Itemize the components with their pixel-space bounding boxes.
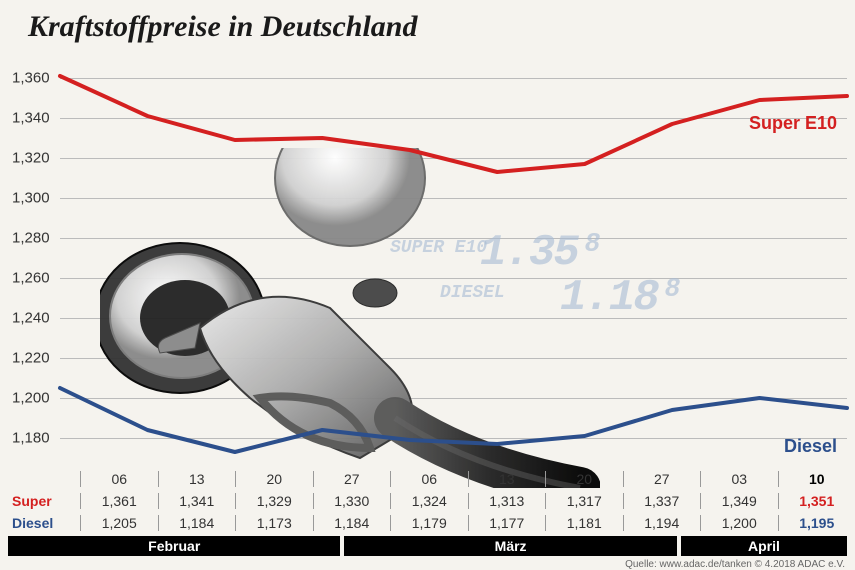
credits-text: Quelle: www.adac.de/tanken © 4.2018 ADAC… xyxy=(625,559,845,570)
table-row: Diesel1,2051,1841,1731,1841,1791,1771,18… xyxy=(0,512,855,534)
value-cell: 1,195 xyxy=(778,515,855,531)
date-cell: 20 xyxy=(235,471,313,487)
row-label: Diesel xyxy=(0,515,80,531)
value-cell: 1,181 xyxy=(545,515,623,531)
value-cell: 1,200 xyxy=(700,515,778,531)
value-cell: 1,205 xyxy=(80,515,158,531)
chart-area: 1,1801,2001,2201,2401,2601,2801,3001,320… xyxy=(0,58,855,458)
month-segment: März xyxy=(344,536,676,556)
date-cell: 13 xyxy=(468,471,546,487)
date-cell: 27 xyxy=(313,471,391,487)
date-cell: 06 xyxy=(390,471,468,487)
month-bar: FebruarMärzApril xyxy=(8,536,847,556)
value-cell: 1,330 xyxy=(313,493,391,509)
data-table: 06132027061320270310 Super1,3611,3411,32… xyxy=(0,468,855,534)
value-cell: 1,329 xyxy=(235,493,313,509)
month-segment: Februar xyxy=(8,536,340,556)
value-cell: 1,349 xyxy=(700,493,778,509)
table-row: Super1,3611,3411,3291,3301,3241,3131,317… xyxy=(0,490,855,512)
value-cell: 1,179 xyxy=(390,515,468,531)
value-cell: 1,184 xyxy=(313,515,391,531)
value-cell: 1,177 xyxy=(468,515,546,531)
value-cell: 1,173 xyxy=(235,515,313,531)
date-cell: 27 xyxy=(623,471,701,487)
series-label-diesel: Diesel xyxy=(784,436,837,457)
date-cell: 13 xyxy=(158,471,236,487)
date-cell: 03 xyxy=(700,471,778,487)
series-line xyxy=(60,76,847,172)
value-cell: 1,337 xyxy=(623,493,701,509)
row-label: Super xyxy=(0,493,80,509)
date-cell: 20 xyxy=(545,471,623,487)
value-cell: 1,324 xyxy=(390,493,468,509)
value-cell: 1,194 xyxy=(623,515,701,531)
value-cell: 1,341 xyxy=(158,493,236,509)
value-cell: 1,184 xyxy=(158,515,236,531)
value-cell: 1,351 xyxy=(778,493,855,509)
table-date-row: 06132027061320270310 xyxy=(0,468,855,490)
chart-lines-svg xyxy=(0,58,855,458)
month-segment: April xyxy=(681,536,847,556)
value-cell: 1,313 xyxy=(468,493,546,509)
value-cell: 1,361 xyxy=(80,493,158,509)
series-label-super: Super E10 xyxy=(749,113,837,134)
date-cell: 06 xyxy=(80,471,158,487)
chart-title: Kraftstoffpreise in Deutschland xyxy=(28,10,418,44)
value-cell: 1,317 xyxy=(545,493,623,509)
date-cell: 10 xyxy=(778,471,855,487)
series-line xyxy=(60,388,847,452)
